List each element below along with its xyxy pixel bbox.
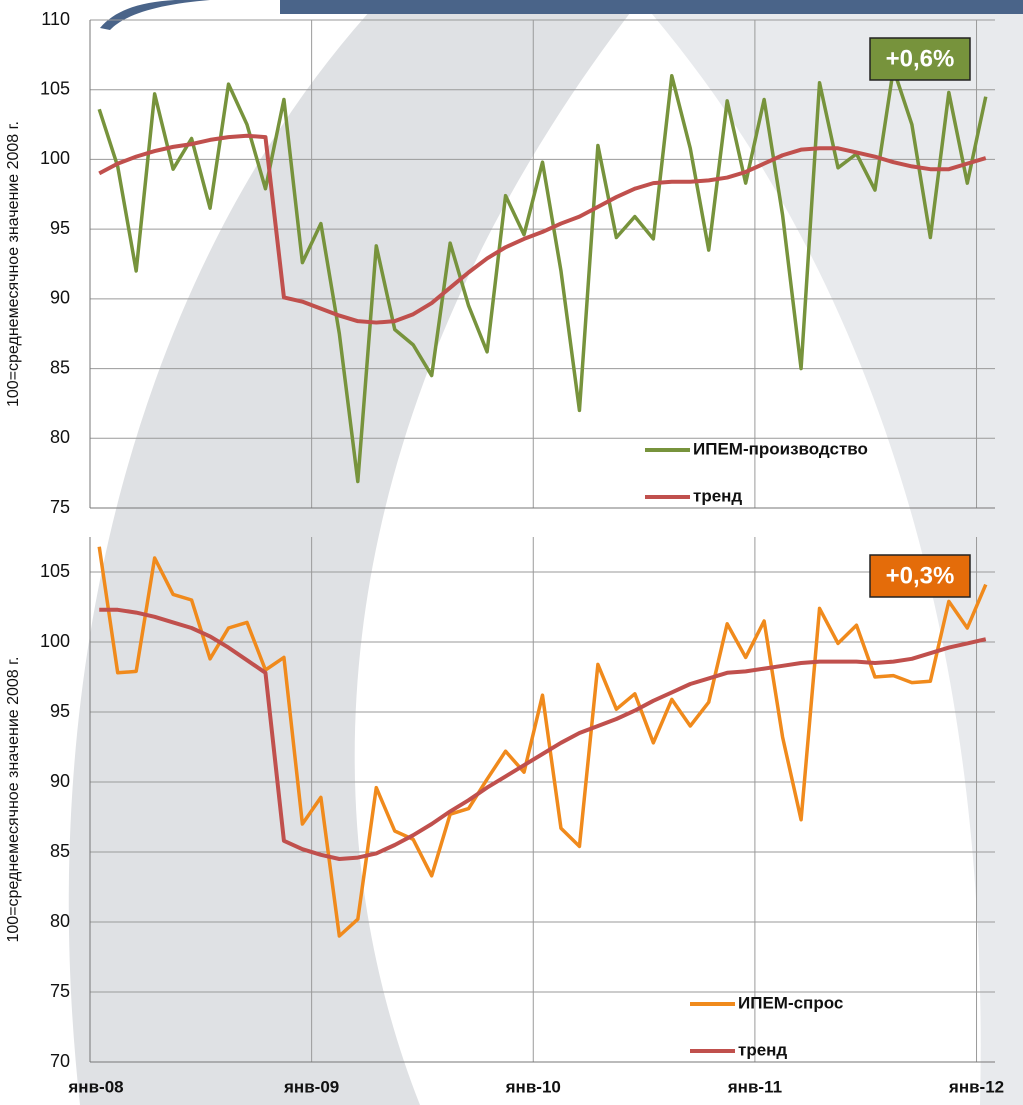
legend-label: ИПЕМ-производство [693,439,868,458]
background-swoosh [68,0,640,1105]
y-tick-label: 95 [50,701,70,721]
x-tick-label: янв-08 [67,1077,123,1096]
x-tick-label: янв-09 [283,1077,339,1096]
y-tick-label: 110 [41,9,70,29]
legend-label: тренд [693,486,742,505]
logo-arc [100,0,210,30]
series-line [97,546,988,938]
x-tick-label: янв-10 [505,1077,561,1096]
legend-label: тренд [738,1040,787,1059]
annotation-text: +0,3% [886,562,955,589]
y-tick-label: 80 [50,427,70,447]
y-tick-label: 100 [40,631,70,651]
y-axis-label: 100=среднемесячное значение 2008 г. [5,121,22,407]
y-tick-label: 90 [50,771,70,791]
annotation-box [869,554,971,598]
legend-label: ИПЕМ-спрос [738,993,843,1012]
y-tick-label: 100 [40,148,70,168]
annotation-box [869,37,971,81]
x-tick-label: янв-11 [727,1077,782,1096]
charts: 75 80 85 90 95 100 105 110 100=среднемесячное зн… [5,9,1004,1097]
background-swoosh [640,0,1023,1105]
y-tick-label: 95 [50,218,70,238]
series-line [97,67,988,484]
header-bar [280,0,1023,14]
y-tick-label: 80 [50,911,70,931]
y-tick-label: 75 [50,981,70,1001]
y-tick-label: 85 [50,357,70,377]
y-tick-label: 105 [40,561,70,581]
x-tick-label: янв-12 [948,1077,1004,1096]
y-tick-label: 105 [40,78,70,98]
annotation-text: +0,6% [886,45,955,72]
y-tick-label: 75 [50,497,70,517]
series-line [98,133,987,325]
y-tick-label: 90 [50,288,70,308]
y-tick-label: 85 [50,841,70,861]
series-line [99,607,987,861]
y-axis-label: 100=среднемесячное значение 2008 г. [5,657,22,943]
y-tick-label: 70 [50,1051,70,1071]
